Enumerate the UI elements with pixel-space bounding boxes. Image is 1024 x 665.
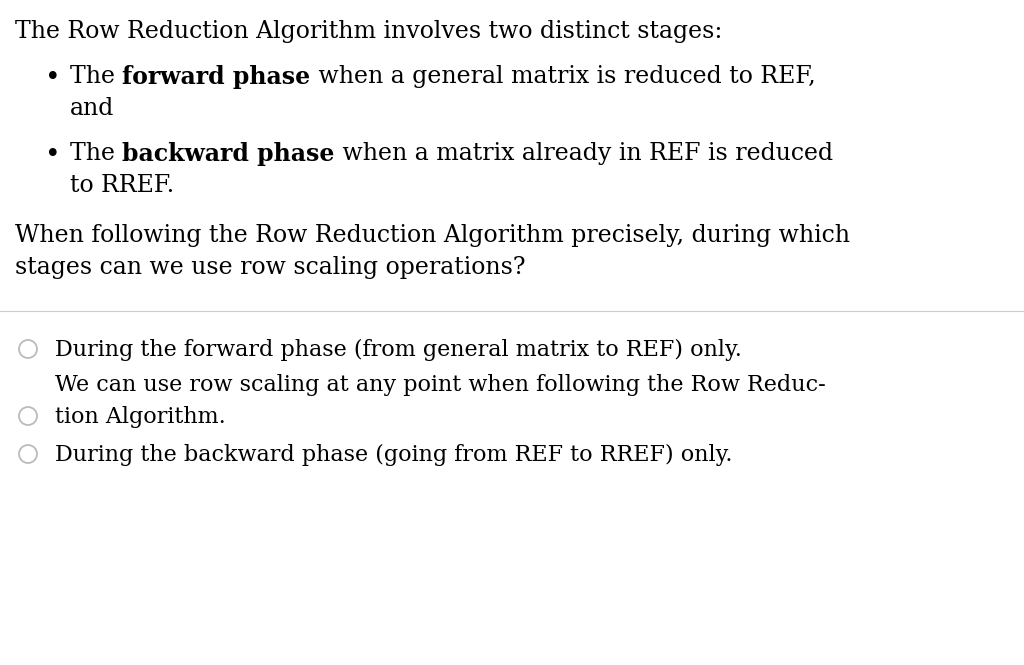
Text: when a matrix already in REF is reduced: when a matrix already in REF is reduced	[335, 142, 833, 165]
Text: to RREF.: to RREF.	[70, 174, 174, 197]
Text: •: •	[45, 142, 60, 167]
Text: tion Algorithm.: tion Algorithm.	[55, 406, 225, 428]
Text: backward phase: backward phase	[123, 142, 335, 166]
Text: When following the Row Reduction Algorithm precisely, during which: When following the Row Reduction Algorit…	[15, 224, 850, 247]
Text: The: The	[70, 142, 123, 165]
Text: stages can we use row scaling operations?: stages can we use row scaling operations…	[15, 256, 525, 279]
Text: forward phase: forward phase	[123, 65, 310, 89]
Text: During the backward phase (going from REF to RREF) only.: During the backward phase (going from RE…	[55, 444, 732, 466]
Text: The: The	[70, 65, 123, 88]
Text: We can use row scaling at any point when following the Row Reduc-: We can use row scaling at any point when…	[55, 374, 825, 396]
Text: and: and	[70, 97, 115, 120]
Text: when a general matrix is reduced to REF,: when a general matrix is reduced to REF,	[310, 65, 815, 88]
Text: During the forward phase (from general matrix to REF) only.: During the forward phase (from general m…	[55, 339, 741, 361]
Text: •: •	[45, 65, 60, 90]
Text: The Row Reduction Algorithm involves two distinct stages:: The Row Reduction Algorithm involves two…	[15, 20, 722, 43]
